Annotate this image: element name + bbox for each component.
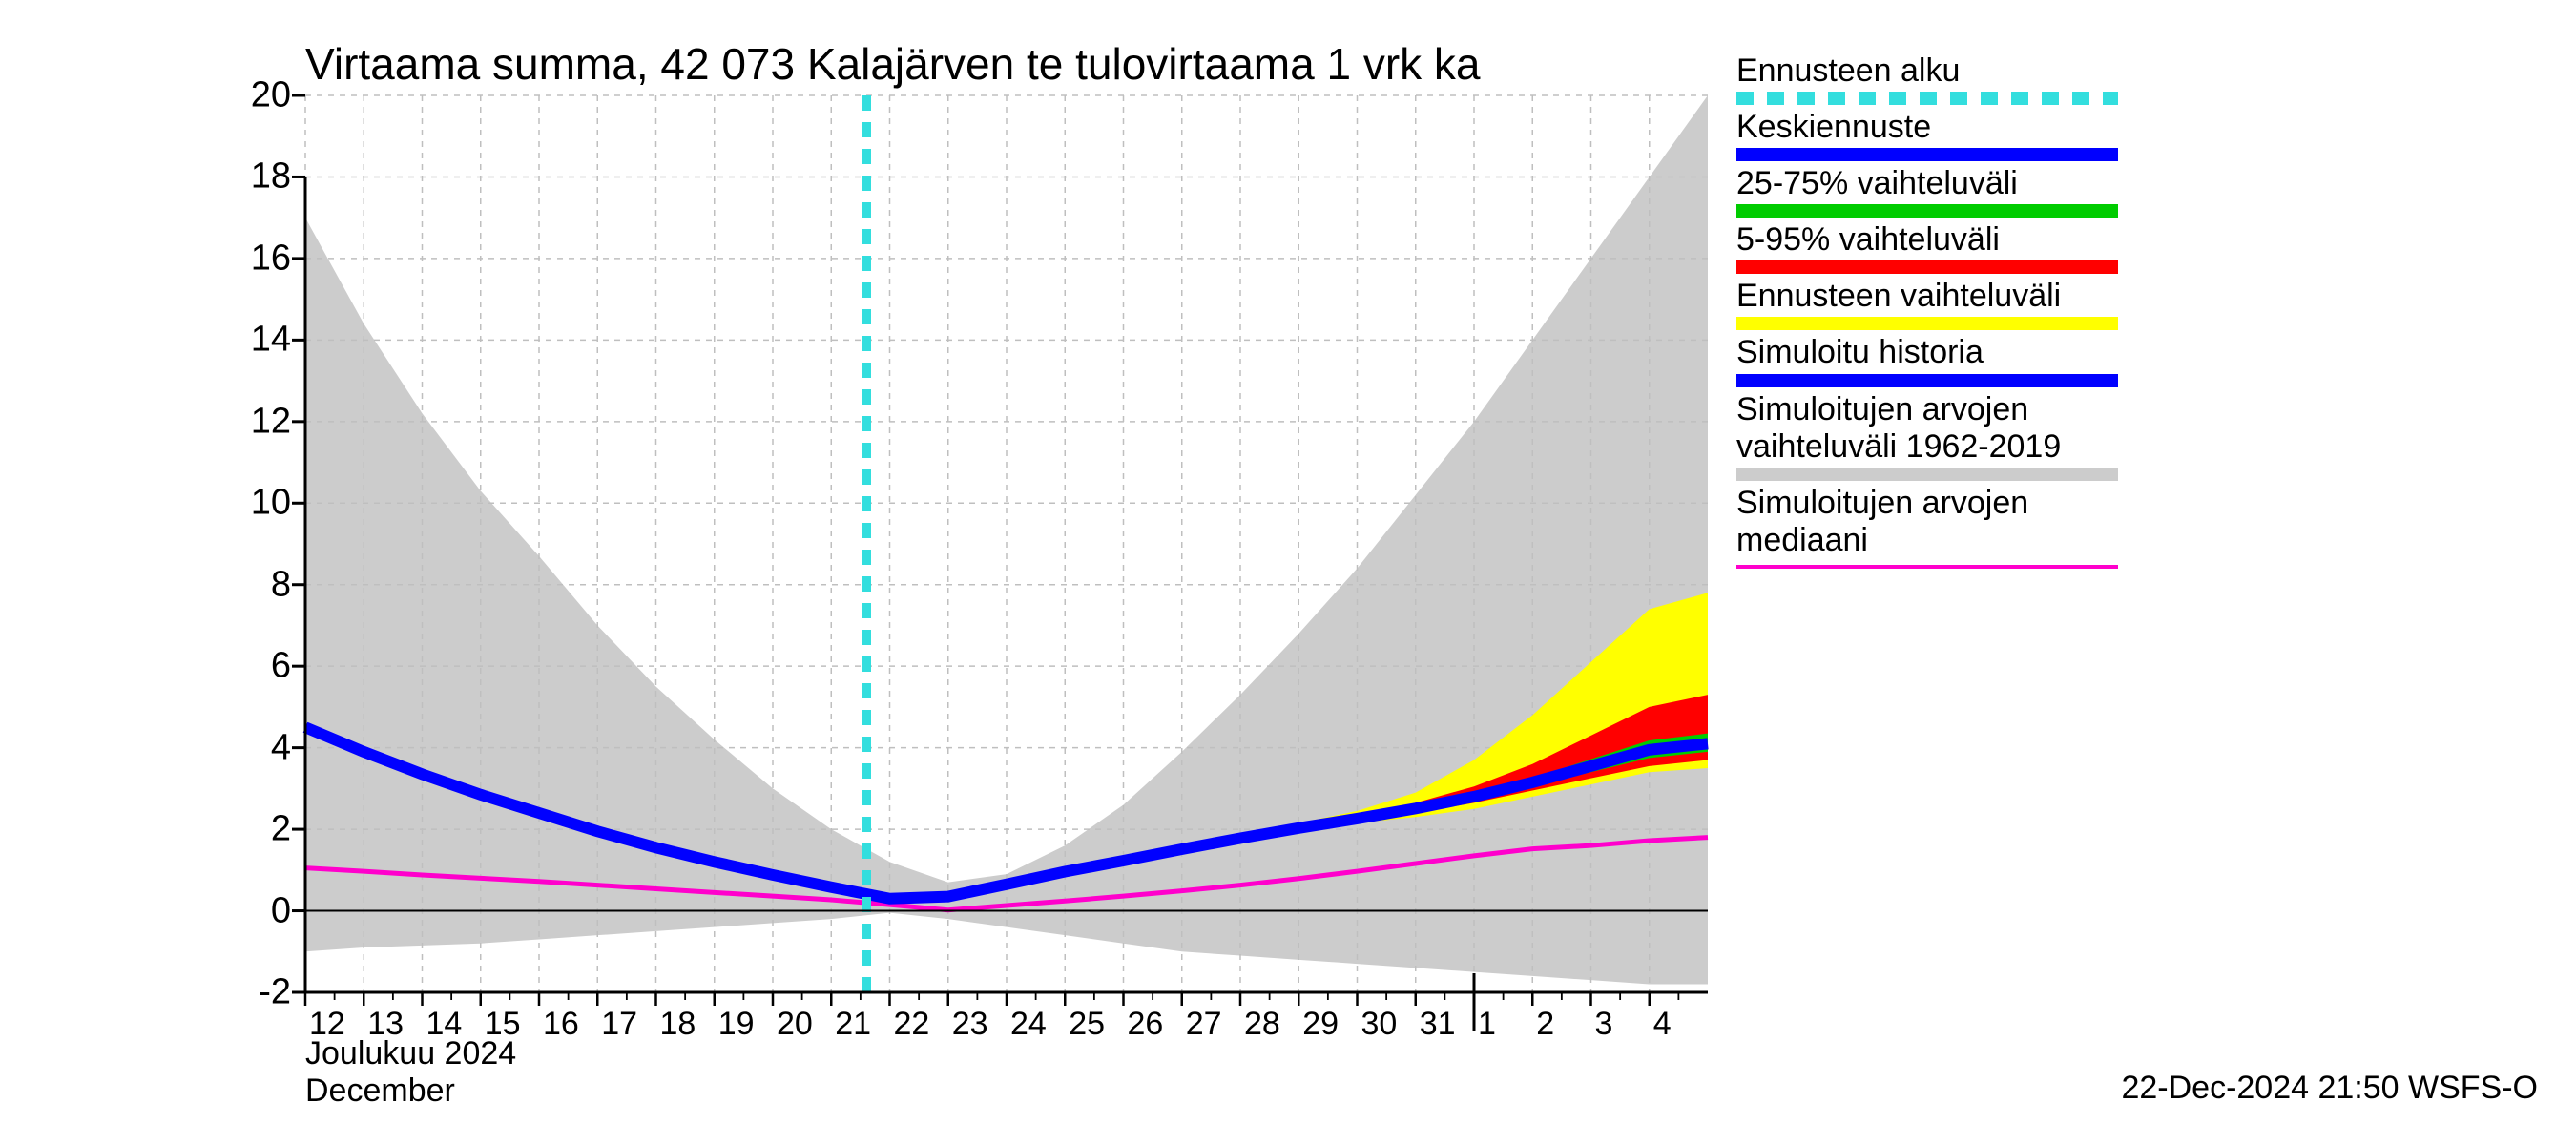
xtick-label: 29 [1302,1006,1339,1042]
xtick-label: 4 [1653,1006,1672,1042]
legend-label: Keskiennuste [1736,109,2118,146]
xtick-label: 18 [660,1006,696,1042]
xtick-label: 2 [1536,1006,1554,1042]
legend-swatch [1736,565,2118,569]
legend-swatch [1736,468,2118,481]
xtick-label: 25 [1069,1006,1105,1042]
timestamp: 22-Dec-2024 21:50 WSFS-O [2121,1070,2538,1107]
xtick-label: 3 [1595,1006,1613,1042]
legend-entry: Simuloitujen arvojen mediaani [1736,485,2118,569]
xtick-label: 31 [1420,1006,1456,1042]
legend-swatch [1736,148,2118,161]
legend-label: Simuloitujen arvojen mediaani [1736,485,2118,559]
legend-label: Simuloitujen arvojen vaihteluväli 1962-2… [1736,391,2118,466]
legend-entry: Simuloitujen arvojen vaihteluväli 1962-2… [1736,391,2118,481]
legend-entry: 5-95% vaihteluväli [1736,221,2118,274]
legend-swatch [1736,260,2118,274]
legend-swatch [1736,317,2118,330]
xtick-label: 24 [1010,1006,1047,1042]
xtick-label: 16 [543,1006,579,1042]
x-axis-label-line2: December [305,1072,455,1109]
x-axis-label-line1: Joulukuu 2024 [305,1035,516,1072]
legend-label: Simuloitu historia [1736,334,2118,371]
xtick-label: 21 [835,1006,871,1042]
legend-entry: Ennusteen alku [1736,52,2118,105]
legend-label: 25-75% vaihteluväli [1736,165,2118,202]
xtick-label: 19 [718,1006,755,1042]
legend-label: Ennusteen alku [1736,52,2118,90]
legend-label: Ennusteen vaihteluväli [1736,278,2118,315]
xtick-label: 17 [601,1006,637,1042]
xtick-label: 1 [1478,1006,1496,1042]
plot-area: 1213141516171819202122232425262728293031… [305,95,1708,992]
legend-entry: Ennusteen vaihteluväli [1736,278,2118,330]
xtick-label: 28 [1244,1006,1280,1042]
legend-swatch [1736,204,2118,218]
legend-entry: 25-75% vaihteluväli [1736,165,2118,218]
xtick-label: 22 [894,1006,930,1042]
xtick-label: 26 [1128,1006,1164,1042]
chart-container: Cumulative flow 864 000 m3 / 10 vrky Vir… [0,0,2576,1145]
legend: Ennusteen alku Keskiennuste 25-75% vaihtel… [1736,52,2118,574]
chart-title: Virtaama summa, 42 073 Kalajärven te tul… [305,38,1481,90]
xtick-label: 30 [1361,1006,1398,1042]
legend-label: 5-95% vaihteluväli [1736,221,2118,259]
legend-swatch [1736,374,2118,387]
legend-entry: Simuloitu historia [1736,334,2118,386]
legend-entry: Keskiennuste [1736,109,2118,161]
xtick-label: 27 [1186,1006,1222,1042]
xtick-label: 20 [777,1006,813,1042]
xtick-label: 23 [952,1006,988,1042]
x-axis-label: Joulukuu 2024 December [305,1035,516,1110]
legend-swatch [1736,92,2118,105]
